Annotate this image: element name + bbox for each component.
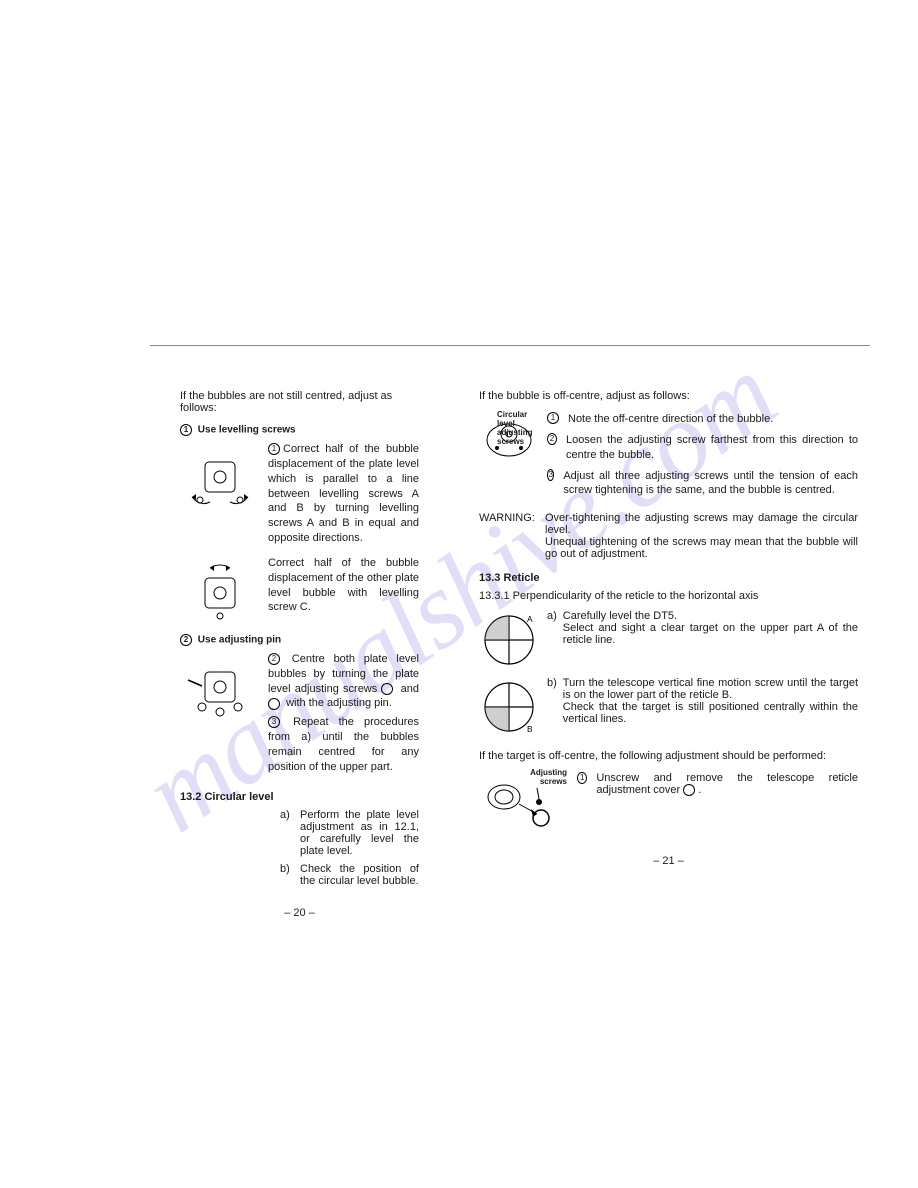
adjust-cover-text: 1 Unscrew and remove the telescope retic… [577,772,858,802]
ra-text: Carefully level the DT5. [563,610,677,622]
right-intro: If the bubble is off-centre, adjust as f… [479,390,858,402]
fig-lbl1: Circular level [497,410,527,428]
theodolite-top2-icon [180,556,260,626]
p3c-text: with the adjusting pin. [286,697,392,709]
item-n1: 1 Note the off-centre direction of the b… [547,412,858,427]
section-circular-level: 13.2 Circular level [180,791,419,803]
heading-levelling-screws: 1 Use levelling screws [180,424,419,436]
left-intro: If the bubbles are not still centred, ad… [180,390,419,414]
theodolite-top-icon [180,442,260,512]
circ-u1-icon: 1 [577,772,587,784]
circ-3-icon: 3 [268,716,280,728]
ref-b-text: B [527,724,533,734]
text-p3-p4: 2 Centre both plate level bubbles by tur… [268,652,419,779]
u1a-text: Unscrew and remove the telescope reticle… [596,772,858,796]
offcentre-note: If the target is off-centre, the followi… [479,750,858,762]
circ-1-icon: 1 [180,424,192,436]
n3-text: Adjust all three adjusting screws until … [563,469,858,499]
page-left: If the bubbles are not still centred, ad… [0,340,459,919]
row-fig2: Correct half of the bubble displacement … [180,556,419,626]
circ-2b-icon: 2 [268,653,280,665]
fig-lbl2: adjusting [497,428,533,437]
warning-label: WARNING: [479,512,541,536]
u1b-text: . [698,784,701,796]
reticle-a-icon: A [479,610,539,670]
reticle-b-icon: B [479,677,539,737]
label-rb: b) [547,677,557,725]
circ-r2-icon: 2 [547,433,557,445]
row-adjust-cover: Adjusting screws 1 Unscrew and [479,772,858,835]
warning-text1: Over-tightening the adjusting screws may… [545,512,858,536]
rb-text: Turn the telescope vertical fine motion … [563,677,858,701]
fig-lbl3: screws [497,437,524,446]
figure-theodolite-1 [180,442,260,512]
page-number-right: – 21 – [479,855,858,867]
item-a: a) Perform the plate level adjustment as… [280,809,419,857]
circ-2-icon: 2 [180,634,192,646]
figure-circular-level: Circular level adjusting screws [479,412,539,462]
label-a: a) [280,809,294,857]
ref-dot1-icon [381,683,393,695]
label-b: b) [280,863,294,887]
figure-adjust-cover: Adjusting screws [479,772,569,835]
page-spread: If the bubbles are not still centred, ad… [0,340,918,919]
item-b: b) Check the position of the circular le… [280,863,419,887]
circ-r1-icon: 1 [547,412,559,424]
rb2-text: Check that the target is still positione… [563,701,858,725]
text-p2: Correct half of the bubble displacement … [268,556,419,619]
figure-theodolite-2 [180,556,260,626]
page-right: If the bubble is off-centre, adjust as f… [459,340,918,919]
figure-theodolite-3 [180,652,260,722]
row-reticle-b: B b) Turn the telescope vertical fine mo… [479,677,858,740]
theodolite-pin-icon [180,652,260,722]
page-number-left: – 20 – [180,907,419,919]
text-a: Perform the plate level adjustment as in… [300,809,419,857]
circ-r3-icon: 3 [547,469,554,481]
item-n3: 3 Adjust all three adjusting screws unti… [547,469,858,499]
p3a-text: Centre both plate level bubbles by turni… [268,653,419,695]
heading-adjusting-pin-text: Use adjusting pin [198,635,281,646]
p4-text: Repeat the procedures from a) until the … [268,716,419,773]
heading-levelling-screws-text: Use levelling screws [198,425,296,436]
label-ra: a) [547,610,557,646]
circ-1b-icon: 1 [268,443,280,455]
reticle-a-text: a) Carefully level the DT5. Select and s… [547,610,858,652]
ref-dot2-icon [268,698,280,710]
row-circular-fig: Circular level adjusting screws 1 Note t… [479,412,858,504]
reticle-b-text: b) Turn the telescope vertical fine moti… [547,677,858,731]
p2-text: Correct half of the bubble displacement … [268,556,419,615]
ref-a-text: A [527,614,533,624]
text-b: Check the position of the circular level… [300,863,419,887]
p1-text: Correct half of the bubble displacement … [268,443,419,544]
ra2-text: Select and sight a clear target on the u… [563,622,858,646]
warning-block: WARNING: Over-tightening the adjusting s… [479,512,858,560]
ref-dot3-icon [683,784,695,796]
section-reticle: 13.3 Reticle [479,572,858,584]
row-fig3: 2 Centre both plate level bubbles by tur… [180,652,419,779]
n1-text: Note the off-centre direction of the bub… [568,412,773,427]
p3b-text: and [401,683,419,695]
adj-lbl2: screws [540,777,567,786]
n2-text: Loosen the adjusting screw farthest from… [566,433,858,463]
figure-reticle-b: B [479,677,539,740]
right-numbered-list: 1 Note the off-centre direction of the b… [547,412,858,504]
row-fig1: 1Correct half of the bubble displacement… [180,442,419,550]
text-p1: 1Correct half of the bubble displacement… [268,442,419,550]
list-circular-level: a) Perform the plate level adjustment as… [180,809,419,887]
section-reticle-sub: 13.3.1 Perpendicularity of the reticle t… [479,590,858,602]
adj-lbl1: Adjusting [530,768,567,777]
heading-adjusting-pin: 2 Use adjusting pin [180,634,419,646]
warning-text2: Unequal tightening of the screws may mea… [479,536,858,560]
row-reticle-a: A a) Carefully level the DT5. Select and… [479,610,858,673]
figure-reticle-a: A [479,610,539,673]
item-n2: 2 Loosen the adjusting screw farthest fr… [547,433,858,463]
